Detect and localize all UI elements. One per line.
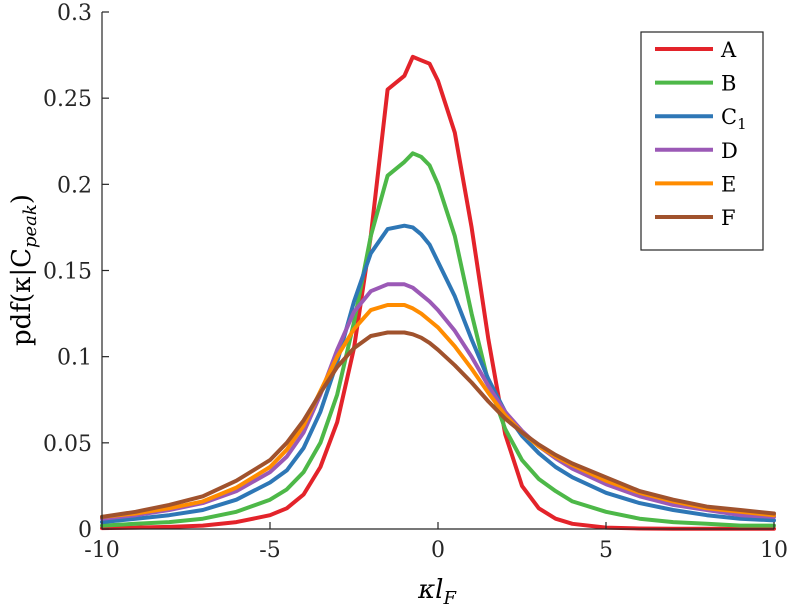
y-tick-label: 0.1 — [57, 346, 92, 371]
series-line-e — [100, 303, 776, 519]
x-tick-label: -10 — [84, 538, 119, 563]
y-tick-label: 0.3 — [57, 1, 92, 26]
y-tick-label: 0 — [78, 518, 92, 543]
x-tick-label: 10 — [760, 538, 788, 563]
series-layer — [100, 54, 776, 531]
series-line-d — [100, 282, 776, 521]
series-line-c1 — [100, 223, 776, 525]
y-tick-label: 0.25 — [43, 87, 92, 112]
legend-label: B — [721, 72, 736, 96]
x-axis-label-sub: F — [442, 588, 457, 609]
series-line-f — [100, 330, 776, 519]
x-tick-label: -5 — [259, 538, 280, 563]
legend-label: D — [721, 139, 738, 163]
y-axis-label-sub: peak — [20, 204, 41, 248]
y-tick-label: 0.15 — [43, 260, 92, 285]
series-line-a — [100, 54, 776, 531]
x-axis-label-main: κl — [417, 575, 443, 605]
y-axis-label-close: ) — [7, 194, 37, 204]
legend-label: A — [720, 38, 737, 62]
x-tick-label: 0 — [431, 538, 445, 563]
y-tick-label: 0.2 — [57, 173, 92, 198]
legend-label: F — [721, 206, 736, 230]
legend-label: E — [721, 172, 736, 196]
y-axis-label: pdf(κ|Cpeak) — [7, 194, 41, 346]
x-axis-label: κlF — [417, 575, 457, 609]
y-axis-label-main: pdf(κ|C — [7, 248, 37, 346]
x-tick-label: 5 — [599, 538, 613, 563]
series-line-b — [100, 151, 776, 528]
axes-layer: -10 -5 0 5 10 0 0.05 0.1 0.15 0.2 0.25 0.3 — [43, 1, 788, 563]
legend-box — [640, 31, 764, 251]
y-tick-label: 0.05 — [43, 432, 92, 457]
